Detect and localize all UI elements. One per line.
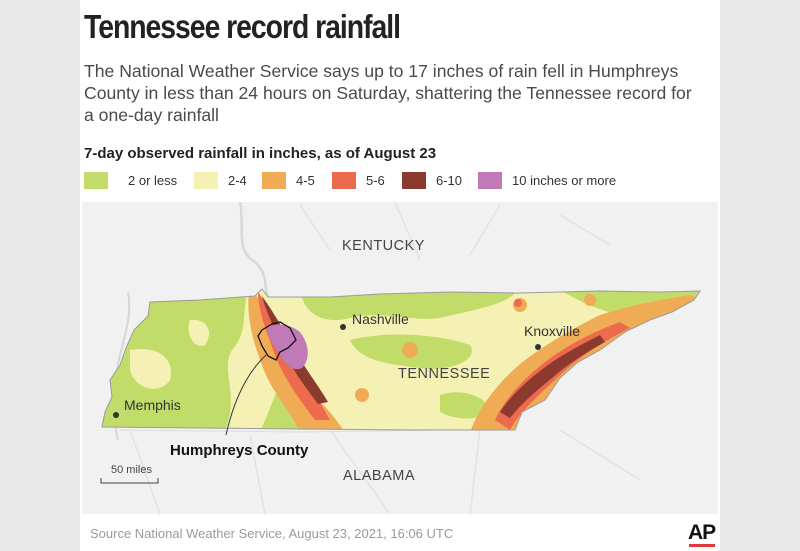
label-alabama: ALABAMA (343, 468, 415, 484)
zone-5-6-east (495, 322, 630, 430)
label-kentucky: KENTUCKY (342, 238, 425, 254)
zone-2-4-west-patch-2 (188, 319, 210, 346)
legend-swatch-5-6 (332, 172, 356, 189)
zone-4-5-spot-2 (355, 388, 369, 402)
zone-10-plus (267, 324, 308, 370)
legend-label-6-10: 6-10 (436, 173, 463, 188)
river-tennessee-north (238, 202, 272, 301)
zone-2-4-west-patch (130, 349, 171, 389)
roads-south (129, 429, 641, 514)
rainfall-map: KENTUCKY TENNESSEE ALABAMA Nashville Kno… (82, 202, 718, 514)
label-tennessee: TENNESSEE (398, 366, 490, 382)
zone-4-5-spot-4 (584, 294, 596, 306)
legend-swatch-2-4 (194, 172, 218, 189)
zone-6-10-east (500, 335, 605, 418)
knoxville-dot (535, 344, 541, 350)
scale-bar (100, 478, 159, 484)
legend-label-10-plus: 10 inches or more (512, 173, 617, 188)
legend-swatch-6-10 (402, 172, 426, 189)
scale-label: 50 miles (111, 464, 152, 476)
legend-label-2-or-less: 2 or less (128, 173, 178, 188)
label-nashville: Nashville (352, 311, 409, 327)
source-note: Source National Weather Service, August … (90, 526, 454, 541)
memphis-dot (113, 412, 119, 418)
label-humphreys-county: Humphreys County (170, 442, 309, 459)
humphreys-leader-line (225, 354, 267, 436)
zone-2-or-less-south (440, 392, 490, 419)
zone-4-5-spot-1 (402, 342, 418, 358)
zone-5-6-spot (514, 299, 522, 307)
legend-swatch-2-or-less (84, 172, 108, 189)
roads-north (299, 202, 611, 261)
legend-label-5-6: 5-6 (366, 173, 385, 188)
legend-title: 7-day observed rainfall in inches, as of… (84, 145, 437, 162)
ap-logo-underline (689, 544, 715, 547)
zone-4-5-humphreys-band (248, 289, 345, 430)
label-memphis: Memphis (124, 397, 181, 413)
state-line-south (119, 429, 441, 433)
subtitle: The National Weather Service says up to … (84, 61, 692, 125)
page-title: Tennessee record rainfall (84, 8, 401, 45)
label-knoxville: Knoxville (524, 323, 580, 339)
zone-2-or-less-northeast (560, 290, 700, 318)
humphreys-county-outline (257, 321, 297, 361)
map-svg: KENTUCKY TENNESSEE ALABAMA Nashville Kno… (82, 202, 718, 514)
legend-swatch-10-plus (478, 172, 502, 189)
legend-label-2-4: 2-4 (228, 173, 247, 188)
nashville-dot (340, 324, 346, 330)
legend-swatch-4-5 (262, 172, 286, 189)
legend-label-4-5: 4-5 (296, 173, 315, 188)
ap-logo: AP (688, 521, 716, 544)
